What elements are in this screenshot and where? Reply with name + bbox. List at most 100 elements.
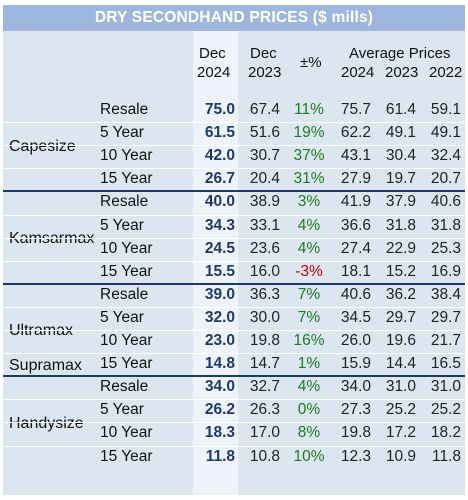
cell-avg-2022: 49.1: [430, 124, 461, 142]
price-table: DRY SECONDHAND PRICES ($ mills) Dec 2024…: [3, 5, 465, 495]
cell-avg-2023: 37.9: [385, 193, 416, 211]
cell-dec-2024: 39.0: [204, 285, 235, 303]
cell-dec-2023: 30.0: [249, 308, 280, 326]
row-divider: [3, 145, 465, 147]
cell-avg-2022: 25.2: [430, 401, 461, 419]
cell-dec-2023: 10.8: [249, 447, 280, 465]
cell-dec-2024: 15.5: [204, 262, 235, 280]
row-age-label: 5 Year: [100, 308, 144, 326]
cell-avg-2023: 14.4: [385, 355, 416, 373]
cell-dec-2024: 18.3: [204, 424, 235, 442]
cell-avg-2022: 20.7: [430, 170, 461, 188]
cell-avg-2022: 31.0: [430, 378, 461, 396]
cell-avg-2024: 19.8: [340, 424, 371, 442]
cell-avg-2022: 16.5: [430, 355, 461, 373]
cell-dec-2023: 17.0: [249, 424, 280, 442]
cell-change: 11%: [294, 101, 324, 118]
cell-dec-2024: 23.0: [204, 332, 235, 349]
cell-dec-2024: 42.0: [204, 147, 235, 165]
cell-dec-2023: 33.1: [249, 216, 280, 234]
cell-change: 8%: [297, 424, 321, 442]
cell-avg-2024: 36.6: [340, 216, 371, 234]
cell-avg-2024: 62.2: [340, 124, 371, 142]
category-label: Ultramax: [9, 322, 74, 340]
cell-avg-2023: 19.6: [385, 332, 416, 349]
cell-avg-2024: 26.0: [340, 332, 371, 349]
cell-dec-2024: 61.5: [204, 124, 235, 142]
category-label: Supramax: [9, 357, 82, 375]
row-divider: [3, 168, 465, 170]
row-age-label: 15 Year: [100, 447, 153, 465]
cell-avg-2022: 18.2: [430, 424, 461, 442]
cell-change: 19%: [293, 124, 325, 142]
cell-change: -3%: [295, 262, 323, 280]
cell-dec-2023: 30.7: [249, 147, 280, 165]
cell-avg-2022: 31.8: [430, 216, 461, 234]
cell-change: 31%: [293, 170, 325, 188]
cell-avg-2023: 31.0: [385, 378, 416, 396]
cell-dec-2023: 19.8: [249, 332, 280, 349]
cell-change: 4%: [297, 239, 321, 257]
cell-avg-2022: 32.4: [430, 147, 461, 165]
category-label: Capesize: [9, 137, 76, 155]
cell-avg-2023: 30.4: [385, 147, 416, 165]
cell-avg-2023: 25.2: [385, 401, 416, 419]
cell-change: 10%: [293, 447, 325, 465]
category-label: Handysize: [9, 414, 84, 432]
group-separator: [3, 190, 465, 193]
cell-avg-2023: 36.2: [385, 285, 416, 303]
cell-dec-2024: 34.0: [204, 378, 235, 396]
cell-avg-2022: 11.8: [431, 447, 461, 465]
row-age-label: Resale: [100, 101, 149, 118]
row-divider: [3, 237, 465, 239]
cell-avg-2022: 16.9: [430, 262, 461, 280]
cell-avg-2024: 27.9: [340, 170, 371, 188]
row-age-label: 15 Year: [100, 355, 153, 373]
table-title: DRY SECONDHAND PRICES ($ mills): [3, 5, 465, 31]
cell-avg-2024: 34.0: [340, 378, 371, 396]
cell-dec-2024: 26.2: [204, 401, 235, 419]
cell-avg-2023: 17.2: [385, 424, 416, 442]
cell-change: 0%: [297, 401, 321, 419]
header-change: ±%: [300, 54, 322, 71]
cell-avg-2023: 29.7: [385, 308, 416, 326]
header-dec-2023-bottom: 2023: [248, 64, 282, 81]
header-dec-2024-top: Dec: [199, 45, 226, 62]
cell-avg-2023: 15.2: [385, 262, 416, 280]
row-divider: [3, 260, 465, 262]
cell-dec-2023: 23.6: [249, 239, 280, 257]
cell-avg-2022: 25.3: [430, 239, 461, 257]
cell-change: 4%: [297, 378, 321, 396]
cell-avg-2024: 34.5: [340, 308, 371, 326]
row-age-label: 10 Year: [100, 332, 153, 349]
row-age-label: 10 Year: [100, 147, 153, 165]
cell-avg-2024: 12.3: [340, 447, 371, 465]
cell-dec-2023: 67.4: [249, 101, 280, 118]
cell-dec-2023: 26.3: [249, 401, 280, 419]
cell-avg-2023: 31.8: [385, 216, 416, 234]
cell-dec-2024: 24.5: [204, 239, 235, 257]
header-avg-2023: 2023: [385, 64, 419, 81]
cell-change: 4%: [297, 216, 321, 234]
cell-avg-2023: 61.4: [385, 101, 416, 118]
cell-avg-2024: 75.7: [340, 101, 371, 118]
row-age-label: 5 Year: [100, 401, 144, 419]
row-divider: [3, 122, 465, 124]
row-divider: [3, 445, 465, 447]
cell-dec-2023: 51.6: [249, 124, 280, 142]
cell-dec-2024: 26.7: [204, 170, 235, 188]
cell-avg-2022: 21.7: [430, 332, 461, 349]
row-age-label: 15 Year: [100, 170, 153, 188]
cell-dec-2023: 36.3: [249, 285, 280, 303]
cell-dec-2024: 11.8: [205, 447, 235, 465]
cell-avg-2024: 43.1: [340, 147, 371, 165]
row-divider: [3, 306, 465, 308]
cell-avg-2022: 29.7: [430, 308, 461, 326]
row-divider: [3, 399, 465, 401]
cell-avg-2024: 15.9: [340, 355, 371, 373]
row-age-label: 5 Year: [100, 216, 144, 234]
row-age-label: 10 Year: [100, 239, 153, 257]
cell-dec-2024: 40.0: [204, 193, 235, 211]
group-separator: [3, 282, 465, 285]
cell-dec-2023: 14.7: [249, 355, 280, 373]
